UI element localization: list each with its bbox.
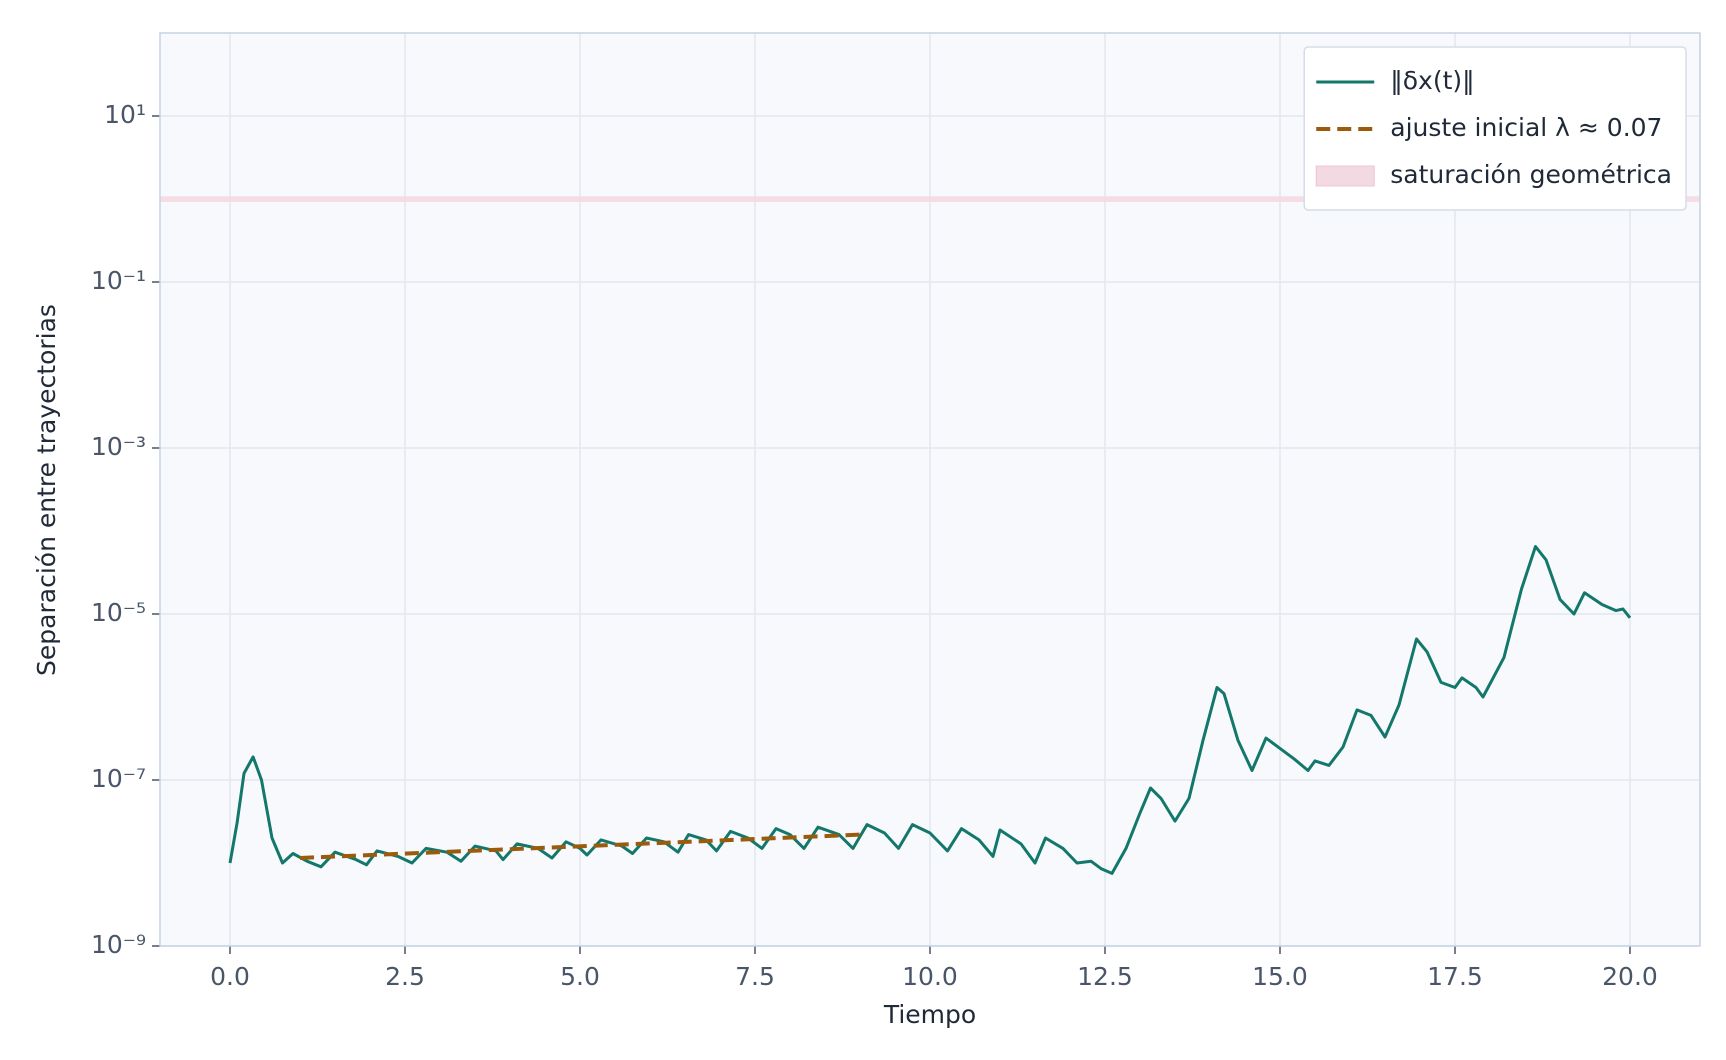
- y-tick-label: 10¹: [104, 100, 146, 129]
- x-tick-label: 15.0: [1252, 962, 1308, 991]
- x-tick-label: 20.0: [1602, 962, 1658, 991]
- legend-label: ajuste inicial λ ≈ 0.07: [1390, 113, 1662, 142]
- series-line: [299, 832, 861, 860]
- legend-box: [1303, 46, 1687, 211]
- y-tick-label: 10⁻¹: [91, 266, 146, 295]
- y-tick-label: 10⁻³: [91, 432, 146, 461]
- x-tick-label: 10.0: [902, 962, 958, 991]
- legend-label: saturación geométrica: [1390, 160, 1672, 189]
- y-tick-label: 10⁻⁹: [91, 930, 146, 959]
- x-tick-label: 0.0: [210, 962, 250, 991]
- plot-border: [159, 32, 1701, 947]
- saturation-band: [160, 196, 1700, 203]
- legend-swatch: [1315, 165, 1375, 187]
- x-tick-label: 7.5: [735, 962, 775, 991]
- x-tick-label: 17.5: [1427, 962, 1483, 991]
- x-tick-label: 12.5: [1077, 962, 1133, 991]
- y-tick-label: 10⁻⁷: [91, 764, 146, 793]
- x-tick-label: 5.0: [560, 962, 600, 991]
- y-axis-label: Separación entre trayectorias: [32, 304, 61, 676]
- legend-label: ‖δx(t)‖: [1390, 66, 1474, 95]
- x-axis-label: Tiempo: [883, 1000, 976, 1029]
- x-tick-label: 2.5: [385, 962, 425, 991]
- legend: ‖δx(t)‖ ajuste inicial λ ≈ 0.07 saturación…: [1303, 46, 1687, 211]
- y-tick-label: 10⁻⁵: [91, 598, 146, 627]
